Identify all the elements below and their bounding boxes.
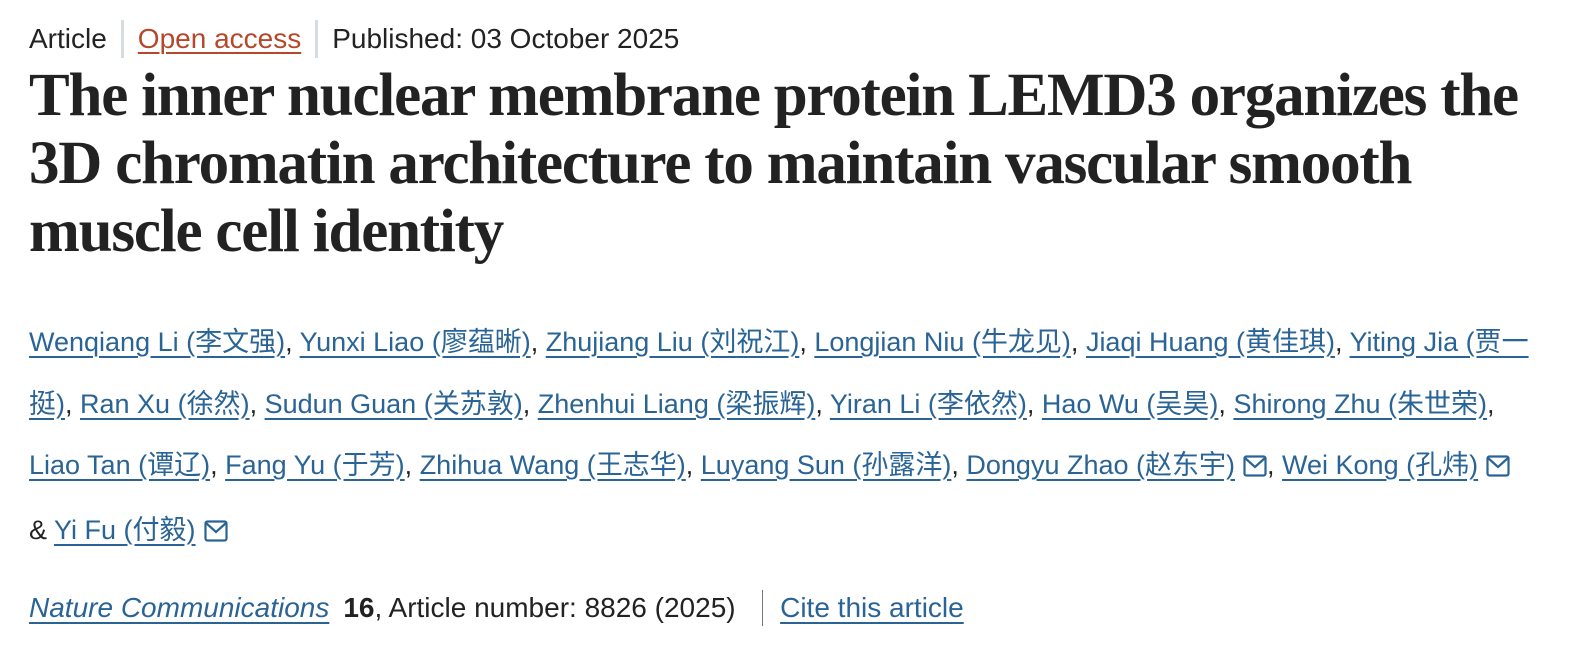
author-link[interactable]: Yunxi Liao (廖蕴晰)	[299, 327, 531, 357]
author-link[interactable]: Liao Tan (谭辽)	[29, 450, 211, 480]
author-separator: ,	[530, 327, 546, 357]
author-separator: ,	[285, 327, 300, 357]
author-separator: ,	[799, 327, 815, 357]
open-access-link[interactable]: Open access	[137, 23, 302, 54]
author-link[interactable]: Zhenhui Liang (梁振辉)	[537, 388, 816, 419]
author-link[interactable]: Dongyu Zhao (赵东宇)	[966, 450, 1235, 480]
author-list: Wenqiang Li (李文强), Yunxi Liao (廖蕴晰), Zhu…	[29, 312, 1529, 564]
divider	[315, 20, 319, 58]
author-separator: ,	[1267, 450, 1283, 480]
author-separator: ,	[65, 388, 81, 419]
author-separator: ,	[249, 388, 265, 419]
author-link[interactable]: Ran Xu (徐然)	[80, 388, 250, 419]
article-title: The inner nuclear membrane protein LEMD3…	[29, 62, 1519, 265]
article-type: Article	[29, 23, 107, 54]
author-separator: ,	[1487, 388, 1495, 419]
cite-this-article-link[interactable]: Cite this article	[780, 592, 964, 623]
divider	[761, 590, 764, 626]
author-separator: ,	[685, 450, 701, 480]
author-link[interactable]: Fang Yu (于芳)	[225, 450, 405, 480]
author-separator: ,	[522, 388, 538, 419]
author-separator: ,	[1335, 327, 1350, 357]
citation-line: Nature Communications 16 , Article numbe…	[29, 588, 964, 628]
author-link[interactable]: Longjian Niu (牛龙见)	[814, 327, 1071, 357]
author-link[interactable]: Wei Kong (孔炜)	[1282, 450, 1479, 480]
author-link[interactable]: Yiran Li (李依然)	[829, 388, 1027, 419]
author-link[interactable]: Shirong Zhu (朱世荣)	[1233, 388, 1488, 419]
author-link[interactable]: Hao Wu (吴昊)	[1041, 388, 1219, 419]
envelope-icon[interactable]	[1243, 438, 1267, 500]
journal-link[interactable]: Nature Communications	[29, 592, 330, 623]
author-link[interactable]: Zhihua Wang (王志华)	[419, 450, 686, 480]
author-link[interactable]: Yi Fu (付毅)	[54, 514, 196, 545]
published-date: Published: 03 October 2025	[332, 23, 680, 54]
author-separator: ,	[815, 388, 830, 419]
envelope-icon[interactable]	[203, 503, 228, 565]
author-separator: ,	[1070, 327, 1086, 357]
author-link[interactable]: Luyang Sun (孙露洋)	[700, 450, 952, 480]
volume: 16	[343, 592, 375, 623]
author-separator: ,	[404, 450, 420, 480]
author-separator: ,	[210, 450, 226, 480]
author-link[interactable]: Jiaqi Huang (黄佳琪)	[1085, 327, 1336, 357]
article-meta: Article Open access Published: 03 Octobe…	[29, 20, 679, 58]
author-separator: ,	[1026, 388, 1042, 419]
author-link[interactable]: Wenqiang Li (李文强)	[29, 327, 286, 357]
author-link[interactable]: Sudun Guan (关苏敦)	[264, 388, 523, 419]
author-link[interactable]: Zhujiang Liu (刘祝江)	[545, 327, 800, 357]
author-separator: ,	[951, 450, 967, 480]
author-link[interactable]: Yiting Jia (贾一挺)	[29, 327, 1529, 419]
author-separator: &	[29, 514, 55, 545]
divider	[120, 20, 124, 58]
author-separator: ,	[1218, 388, 1234, 419]
article-number: , Article number: 8826 (2025)	[374, 592, 736, 623]
envelope-icon[interactable]	[1486, 438, 1510, 500]
